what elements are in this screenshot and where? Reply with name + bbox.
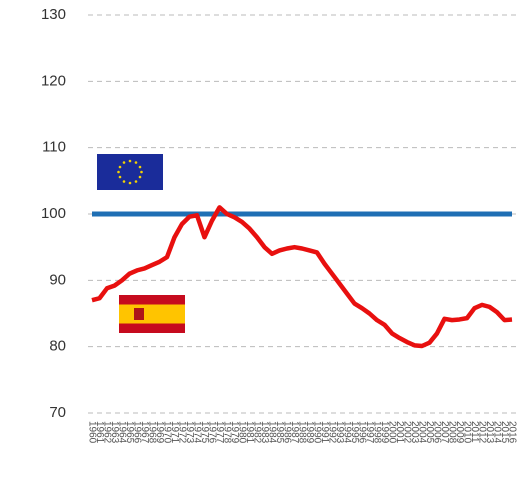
x-tick-label: 1973 (184, 421, 195, 444)
x-tick-label: 1995 (349, 421, 360, 444)
y-tick-label: 110 (42, 139, 66, 156)
x-tick-label: 2001 (394, 421, 405, 444)
x-tick-label: 2000 (386, 421, 397, 444)
x-tick-label: 1974 (191, 421, 202, 444)
x-tick-label: 1966 (131, 421, 142, 444)
x-tick-label: 1989 (304, 421, 315, 444)
x-tick-label: 2007 (439, 421, 450, 444)
x-tick-label: 1962 (101, 421, 112, 444)
x-tick-label: 1999 (379, 421, 390, 444)
x-tick-label: 2015 (499, 421, 510, 444)
x-tick-label: 1972 (176, 421, 187, 444)
x-tick-label: 1971 (169, 421, 180, 444)
x-tick-label: 2004 (416, 421, 427, 444)
spain-flag (119, 295, 185, 333)
x-tick-label: 2014 (491, 421, 502, 444)
x-tick-label: 1994 (341, 421, 352, 444)
x-tick-label: 1984 (266, 421, 277, 444)
x-tick-label: 1988 (296, 421, 307, 444)
x-tick-label: 1979 (229, 421, 240, 444)
y-tick-label: 70 (49, 404, 66, 421)
x-tick-label: 1983 (259, 421, 270, 444)
x-tick-label: 1993 (334, 421, 345, 444)
x-tick-label: 1990 (311, 421, 322, 444)
x-tick-label: 1975 (199, 421, 210, 444)
x-tick-label: 1965 (124, 421, 135, 444)
x-tick-label: 1980 (236, 421, 247, 444)
x-tick-label: 2013 (484, 421, 495, 444)
x-tick-label: 1998 (371, 421, 382, 444)
x-tick-label: 1964 (116, 421, 127, 444)
x-tick-label: 2009 (454, 421, 465, 444)
x-tick-label: 2010 (461, 421, 472, 444)
x-tick-label: 2011 (469, 421, 480, 443)
x-tick-label: 1970 (161, 421, 172, 444)
x-tick-label: 1981 (244, 421, 255, 444)
x-tick-label: 1982 (251, 421, 262, 444)
y-tick-label: 80 (49, 338, 66, 355)
x-tick-label: 2012 (476, 421, 487, 444)
x-tick-label: 1996 (356, 421, 367, 444)
x-tick-label: 2003 (409, 421, 420, 444)
x-tick-label: 1960 (86, 421, 97, 444)
x-tick-label: 1969 (154, 421, 165, 444)
x-tick-label: 2008 (446, 421, 457, 444)
x-tick-label: 1961 (94, 421, 105, 444)
x-tick-label: 1985 (274, 421, 285, 444)
eu-flag (97, 154, 163, 190)
x-tick-label: 1967 (139, 421, 150, 444)
x-tick-label: 1986 (281, 421, 292, 444)
x-tick-label: 1997 (364, 421, 375, 444)
x-tick-label: 2005 (424, 421, 435, 444)
x-tick-label: 2016 (506, 421, 517, 444)
y-tick-label: 130 (41, 6, 66, 23)
x-tick-label: 1968 (146, 421, 157, 444)
x-tick-label: 2002 (401, 421, 412, 444)
x-tick-label: 1978 (221, 421, 232, 444)
y-tick-label: 120 (41, 72, 66, 89)
x-tick-label: 1976 (206, 421, 217, 444)
series-line (91, 205, 513, 349)
x-tick-label: 1963 (109, 421, 120, 444)
x-tick-label: 1992 (326, 421, 337, 444)
x-tick-label: 1991 (319, 421, 330, 444)
y-tick-label: 90 (49, 271, 66, 288)
x-tick-label: 1987 (289, 421, 300, 444)
x-tick-label: 2006 (431, 421, 442, 444)
y-tick-label: 100 (41, 205, 66, 222)
x-tick-label: 1977 (214, 421, 225, 444)
